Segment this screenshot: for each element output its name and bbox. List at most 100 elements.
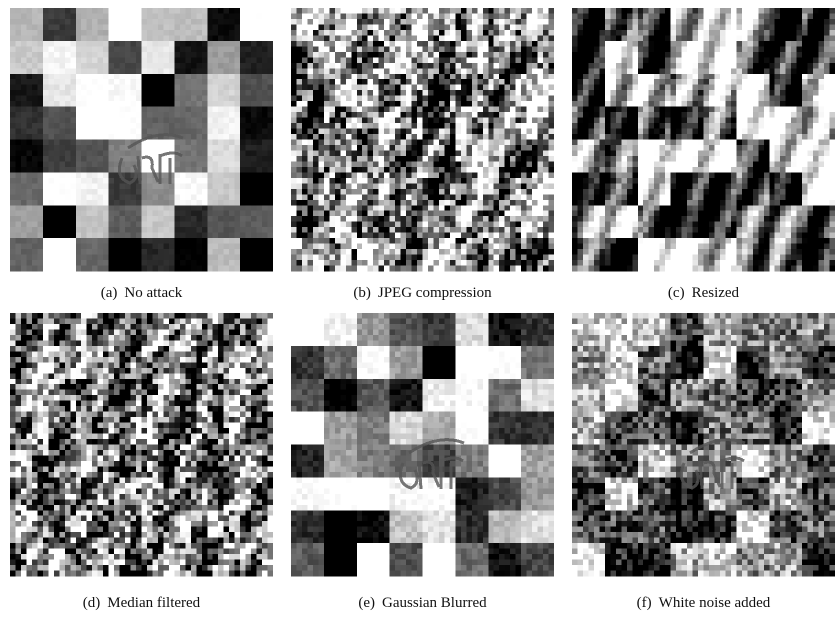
pixel xyxy=(296,233,302,239)
pixel xyxy=(246,52,252,58)
pixel xyxy=(477,13,483,19)
pixel xyxy=(268,238,273,244)
pixel xyxy=(324,68,330,74)
pixel xyxy=(351,30,357,36)
pixel xyxy=(196,79,202,85)
pixel xyxy=(81,249,87,255)
pixel xyxy=(368,46,374,52)
pixel xyxy=(362,216,368,222)
pixel xyxy=(307,74,313,80)
pixel xyxy=(262,145,268,151)
pixel xyxy=(439,123,445,129)
pixel xyxy=(412,167,418,173)
pixel xyxy=(70,13,76,19)
pixel xyxy=(213,178,219,184)
pixel xyxy=(428,233,434,239)
pixel xyxy=(444,161,450,167)
pixel xyxy=(15,200,21,206)
pixel xyxy=(368,216,374,222)
pixel xyxy=(583,8,589,14)
pixel xyxy=(412,96,418,102)
pixel xyxy=(627,19,633,25)
pixel xyxy=(368,172,374,178)
pixel xyxy=(268,150,273,156)
pixel xyxy=(180,24,186,30)
pixel xyxy=(494,112,500,118)
pixel xyxy=(15,30,21,36)
pixel xyxy=(439,167,445,173)
pixel xyxy=(527,216,533,222)
pixel xyxy=(510,96,516,102)
pixel xyxy=(742,13,748,19)
pixel xyxy=(521,249,527,255)
pixel xyxy=(483,205,489,211)
pixel xyxy=(417,123,423,129)
caption-label: (b) xyxy=(353,285,371,301)
pixel xyxy=(229,123,235,129)
pixel xyxy=(401,238,407,244)
pixel xyxy=(291,150,297,156)
pixel xyxy=(532,52,538,58)
pixel xyxy=(136,74,142,80)
pixel xyxy=(207,19,213,25)
pixel xyxy=(368,211,374,217)
pixel xyxy=(26,150,32,156)
pixel xyxy=(70,222,76,228)
pixel xyxy=(196,167,202,173)
pixel xyxy=(207,183,213,189)
pixel xyxy=(368,260,374,266)
pixel xyxy=(296,13,302,19)
pixel xyxy=(455,227,461,233)
pixel xyxy=(109,172,115,178)
pixel xyxy=(731,46,737,52)
pixel xyxy=(516,222,522,228)
pixel xyxy=(444,24,450,30)
pixel xyxy=(472,238,478,244)
pixel xyxy=(262,13,268,19)
pixel xyxy=(423,266,429,272)
pixel xyxy=(335,68,341,74)
pixel xyxy=(395,161,401,167)
pixel xyxy=(538,145,544,151)
pixel xyxy=(81,227,87,233)
pixel xyxy=(505,167,511,173)
pixel xyxy=(775,19,781,25)
pixel xyxy=(313,161,319,167)
pixel xyxy=(329,85,335,91)
pixel xyxy=(185,200,191,206)
pixel xyxy=(246,8,252,14)
pixel xyxy=(70,216,76,222)
pixel xyxy=(180,140,186,146)
pixel xyxy=(329,41,335,47)
pixel xyxy=(262,107,268,113)
pixel xyxy=(747,13,753,19)
pixel xyxy=(70,96,76,102)
pixel xyxy=(257,68,263,74)
pixel xyxy=(450,68,456,74)
pixel xyxy=(379,222,385,228)
pixel xyxy=(725,30,731,36)
pixel xyxy=(131,112,137,118)
pixel xyxy=(142,222,148,228)
pixel xyxy=(152,216,158,222)
pixel xyxy=(125,57,131,63)
pixel xyxy=(302,260,308,266)
pixel xyxy=(103,183,109,189)
pixel xyxy=(240,156,246,162)
pixel xyxy=(59,238,65,244)
pixel xyxy=(169,52,175,58)
pixel xyxy=(351,255,357,261)
pixel xyxy=(98,118,104,124)
pixel xyxy=(10,178,16,184)
pixel xyxy=(307,52,313,58)
pixel xyxy=(461,205,467,211)
pixel xyxy=(499,145,505,151)
pixel xyxy=(81,140,87,146)
pixel xyxy=(21,57,27,63)
pixel xyxy=(21,74,27,80)
pixel xyxy=(224,255,230,261)
pixel xyxy=(406,161,412,167)
pixel xyxy=(313,255,319,261)
pixel xyxy=(439,41,445,47)
pixel xyxy=(428,244,434,250)
